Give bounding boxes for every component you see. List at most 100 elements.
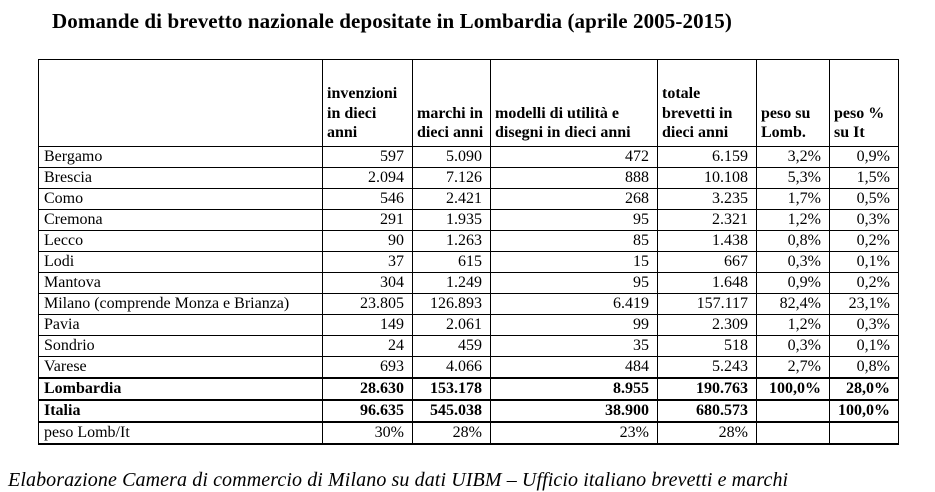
header-cell-marchi: marchi in dieci anni — [412, 59, 491, 147]
cell-value: 1,7% — [756, 188, 830, 210]
cell-value: 291 — [322, 209, 413, 231]
cell-value: 149 — [322, 314, 413, 336]
cell-value: 85 — [490, 230, 658, 252]
table-row: Milano (comprende Monza e Brianza) 23.805… — [38, 293, 899, 315]
header-cell-modelli: modelli di utilità e disegni in dieci an… — [490, 59, 658, 147]
cell-value: 37 — [322, 251, 413, 273]
cell-value: 0,1% — [829, 251, 899, 273]
cell-value: 23,1% — [829, 293, 899, 315]
cell-value: 1,5% — [829, 167, 899, 189]
cell-value: 484 — [490, 356, 658, 379]
row-label: Lombardia — [38, 377, 323, 401]
cell-value: 615 — [412, 251, 491, 273]
cell-value: 0,3% — [829, 314, 899, 336]
table-row: Lodi 37 615 15 667 0,3% 0,1% — [38, 251, 899, 273]
cell-value: 2.094 — [322, 167, 413, 189]
cell-value: 0,8% — [756, 230, 830, 252]
cell-value: 15 — [490, 251, 658, 273]
cell-value: 1.648 — [657, 272, 757, 294]
cell-value: 153.178 — [412, 377, 491, 401]
cell-value: 28% — [412, 421, 491, 445]
row-label: Sondrio — [38, 335, 323, 357]
cell-value — [829, 421, 899, 445]
cell-value: 28% — [657, 421, 757, 445]
cell-value: 4.066 — [412, 356, 491, 379]
cell-value: 95 — [490, 209, 658, 231]
cell-value: 0,1% — [829, 335, 899, 357]
header-cell-totale: totale brevetti in dieci anni — [657, 59, 757, 147]
table-row: peso Lomb/It 30% 28% 23% 28% — [38, 421, 899, 445]
table-row: Como 546 2.421 268 3.235 1,7% 0,5% — [38, 188, 899, 210]
cell-value: 30% — [322, 421, 413, 445]
cell-value: 157.117 — [657, 293, 757, 315]
table-row: Sondrio 24 459 35 518 0,3% 0,1% — [38, 335, 899, 357]
cell-value: 82,4% — [756, 293, 830, 315]
cell-value: 2.421 — [412, 188, 491, 210]
row-label: Italia — [38, 399, 323, 423]
cell-value: 99 — [490, 314, 658, 336]
cell-value: 268 — [490, 188, 658, 210]
cell-value: 304 — [322, 272, 413, 294]
cell-value: 96.635 — [322, 399, 413, 423]
cell-value: 0,3% — [756, 335, 830, 357]
cell-value: 6.159 — [657, 146, 757, 168]
table-header-row: invenzioni in dieci anni marchi in dieci… — [38, 59, 899, 147]
cell-value: 2.309 — [657, 314, 757, 336]
cell-value: 2.321 — [657, 209, 757, 231]
cell-value: 126.893 — [412, 293, 491, 315]
header-cell-peso-lomb: peso su Lomb. — [756, 59, 830, 147]
cell-value: 1.935 — [412, 209, 491, 231]
cell-value: 190.763 — [657, 377, 757, 401]
cell-value: 597 — [322, 146, 413, 168]
row-label: peso Lomb/It — [38, 421, 323, 445]
cell-value — [756, 421, 830, 445]
row-label: Bergamo — [38, 146, 323, 168]
source-caption: Elaborazione Camera di commercio di Mila… — [8, 469, 789, 491]
cell-value: 38.900 — [490, 399, 658, 423]
patents-table: invenzioni in dieci anni marchi in dieci… — [38, 59, 899, 445]
cell-value: 545.038 — [412, 399, 491, 423]
cell-value: 6.419 — [490, 293, 658, 315]
table-row: Brescia 2.094 7.126 888 10.108 5,3% 1,5% — [38, 167, 899, 189]
cell-value: 1.438 — [657, 230, 757, 252]
row-label: Como — [38, 188, 323, 210]
table-row: Bergamo 597 5.090 472 6.159 3,2% 0,9% — [38, 146, 899, 168]
cell-value: 0,3% — [756, 251, 830, 273]
cell-value: 35 — [490, 335, 658, 357]
cell-value: 680.573 — [657, 399, 757, 423]
cell-value: 472 — [490, 146, 658, 168]
cell-value: 0,9% — [756, 272, 830, 294]
patents-table-body: Bergamo 597 5.090 472 6.159 3,2% 0,9% Brescia 2.… — [38, 146, 899, 445]
table-row: Varese 693 4.066 484 5.243 2,7% 0,8% — [38, 356, 899, 379]
table-row: Pavia 149 2.061 99 2.309 1,2% 0,3% — [38, 314, 899, 336]
header-cell-empty — [38, 59, 323, 147]
cell-value: 0,5% — [829, 188, 899, 210]
cell-value: 1.249 — [412, 272, 491, 294]
row-label: Mantova — [38, 272, 323, 294]
cell-value — [756, 399, 830, 423]
page-title: Domande di brevetto nazionale depositate… — [52, 9, 732, 33]
cell-value: 1,2% — [756, 314, 830, 336]
cell-value: 667 — [657, 251, 757, 273]
cell-value: 1,2% — [756, 209, 830, 231]
cell-value: 8.955 — [490, 377, 658, 401]
cell-value: 23% — [490, 421, 658, 445]
table-row: Mantova 304 1.249 95 1.648 0,9% 0,2% — [38, 272, 899, 294]
cell-value: 3,2% — [756, 146, 830, 168]
cell-value: 518 — [657, 335, 757, 357]
cell-value: 2,7% — [756, 356, 830, 379]
cell-value: 2.061 — [412, 314, 491, 336]
row-label: Brescia — [38, 167, 323, 189]
cell-value: 28.630 — [322, 377, 413, 401]
cell-value: 0,2% — [829, 272, 899, 294]
cell-value: 0,8% — [829, 356, 899, 379]
cell-value: 888 — [490, 167, 658, 189]
row-label: Pavia — [38, 314, 323, 336]
cell-value: 0,9% — [829, 146, 899, 168]
cell-value: 90 — [322, 230, 413, 252]
cell-value: 5,3% — [756, 167, 830, 189]
cell-value: 546 — [322, 188, 413, 210]
table-row: Lecco 90 1.263 85 1.438 0,8% 0,2% — [38, 230, 899, 252]
row-label: Milano (comprende Monza e Brianza) — [38, 293, 323, 315]
header-cell-invenzioni: invenzioni in dieci anni — [322, 59, 413, 147]
